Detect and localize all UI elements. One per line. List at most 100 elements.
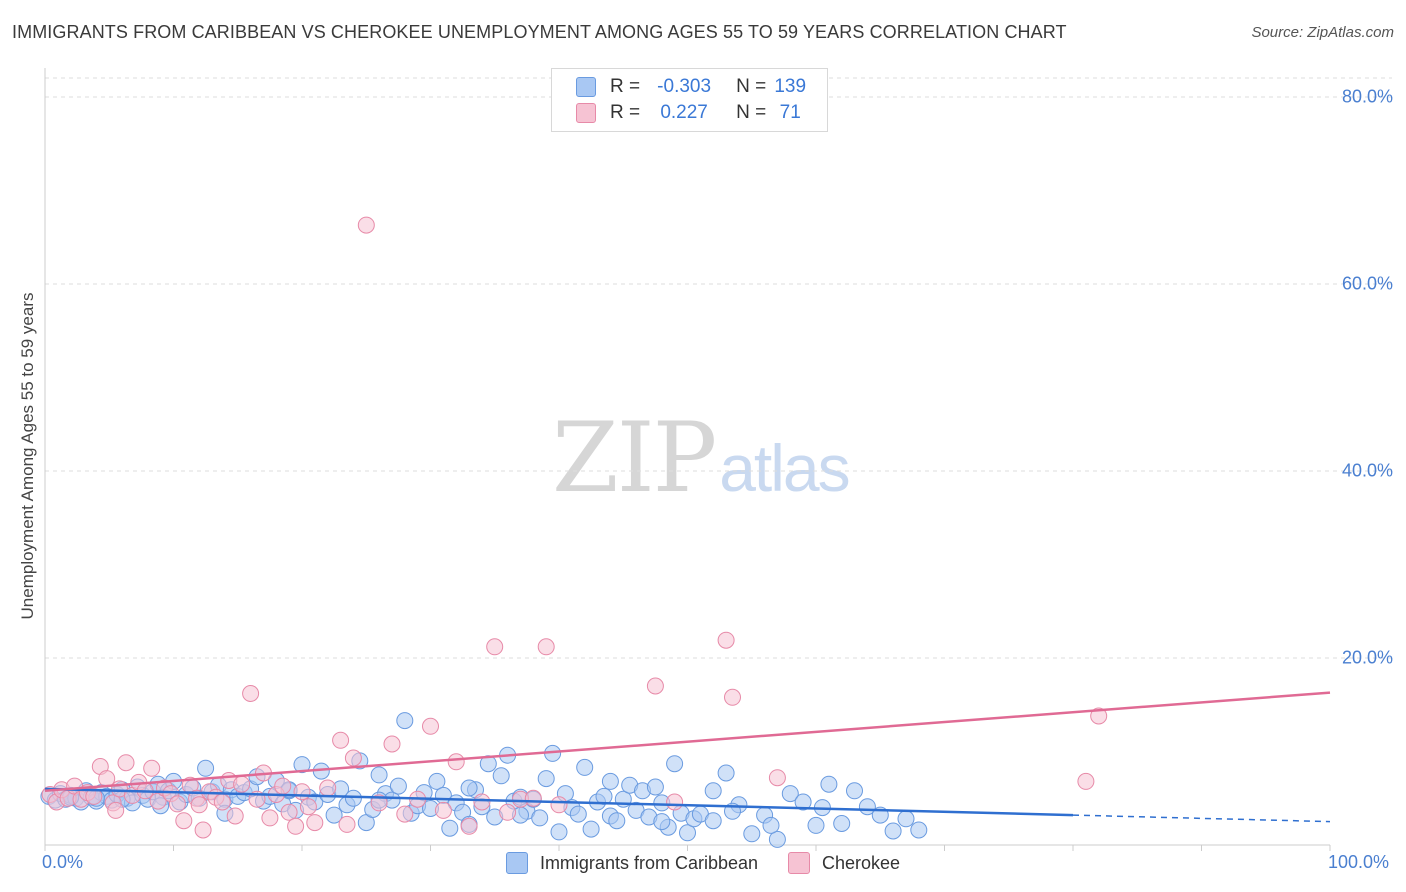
data-point [762,816,780,834]
legend-swatch-blue [576,77,596,97]
watermark-atlas: atlas [719,431,850,505]
data-point [846,782,863,800]
y-tick-label-40: 40.0% [1341,460,1393,481]
data-point [608,812,626,830]
y-tick-label-80: 80.0% [1341,86,1393,107]
data-point [168,795,186,813]
data-point [781,785,799,803]
legend-row-cherokee: R = 0.227 N = 71 [576,101,814,125]
data-point [717,764,735,782]
data-point [743,825,761,843]
data-point [601,772,619,790]
data-point [646,778,664,796]
data-point [332,731,350,749]
legend-row-caribbean: R = -0.303 N = 139 [576,75,814,99]
data-point [820,775,838,793]
legend-n-label: N = [736,76,767,97]
data-point [396,712,414,730]
data-point [447,753,465,771]
watermark-zip: ZIP [552,402,717,514]
data-point [486,638,504,656]
data-point [910,821,928,839]
data-point [434,801,452,819]
data-point [531,809,549,827]
grid-layer [45,77,1392,659]
data-point [884,822,902,840]
data-point [107,801,125,819]
legend-r-label: R = [610,102,641,123]
data-point [666,755,684,773]
legend-n-value: 71 [779,102,801,123]
y-tick-label-60: 60.0% [1341,273,1393,294]
data-point [383,735,401,753]
data-point [646,677,664,695]
data-point [338,815,356,833]
data-point [85,787,103,805]
data-point [537,638,555,656]
legend-r-value: -0.303 [657,76,712,97]
data-point [274,777,292,795]
series-swatch-pink [788,852,811,874]
legend-r-value: 0.227 [660,102,708,123]
data-point [344,749,362,767]
legend-r-label: R = [610,76,641,97]
data-point [242,685,260,702]
trend-line-cherokee [44,691,1331,793]
series-legend-cherokee[interactable]: Cherokee [788,852,900,874]
correlation-legend: R = -0.303 N = 139 R = 0.227 N = 71 [551,68,828,132]
y-axis-label: Unemployment Among Ages 55 to 59 years [18,292,37,620]
data-point [460,779,478,797]
data-point [357,216,375,234]
data-point [287,817,305,835]
data-point [807,816,825,834]
legend-n-value: 139 [774,76,807,97]
series-legend-label: Cherokee [822,852,901,873]
data-point [768,769,786,787]
data-point [704,812,722,830]
data-point [717,631,735,649]
data-point [98,770,116,788]
data-point [666,793,684,811]
watermark: ZIPatlas [552,402,851,514]
data-point [768,830,786,848]
data-point [524,789,542,807]
chart-title: IMMIGRANTS FROM CARIBBEAN VS CHEROKEE UN… [12,22,1067,42]
data-point [299,798,317,816]
data-point [194,821,212,839]
data-point [550,823,568,841]
series-swatch-blue [505,852,528,874]
data-point [704,782,722,800]
y-tick-label-20: 20.0% [1341,647,1393,668]
data-point [428,772,446,790]
data-point [190,796,208,814]
x-tick-label-min: 0.0% [42,852,84,872]
data-point [441,819,459,837]
series-legend: Immigrants from Caribbean Cherokee [0,852,1406,874]
trend-line-caribbean-extension [1072,814,1331,823]
data-point [319,779,337,797]
data-point [293,783,311,801]
legend-swatch-pink [576,103,596,123]
data-point [389,777,407,795]
data-point [370,766,388,784]
legend-n-label: N = [736,102,767,123]
data-point [499,803,517,821]
data-point [537,770,555,788]
data-point [473,793,491,811]
x-tick-label-max: 100.0% [1328,852,1390,872]
data-point [724,688,741,706]
data-point [143,759,161,777]
series-cherokee-points [41,216,1108,839]
series-legend-caribbean[interactable]: Immigrants from Caribbean [505,852,759,874]
series-legend-label: Immigrants from Caribbean [539,852,759,873]
data-point [293,756,311,774]
data-point [833,815,851,832]
data-point [1090,707,1108,725]
data-point [582,820,600,838]
trend-layer [44,691,1331,823]
data-point [370,794,388,812]
data-point [569,805,587,823]
data-point [550,796,568,814]
axis-layer [44,68,1331,851]
